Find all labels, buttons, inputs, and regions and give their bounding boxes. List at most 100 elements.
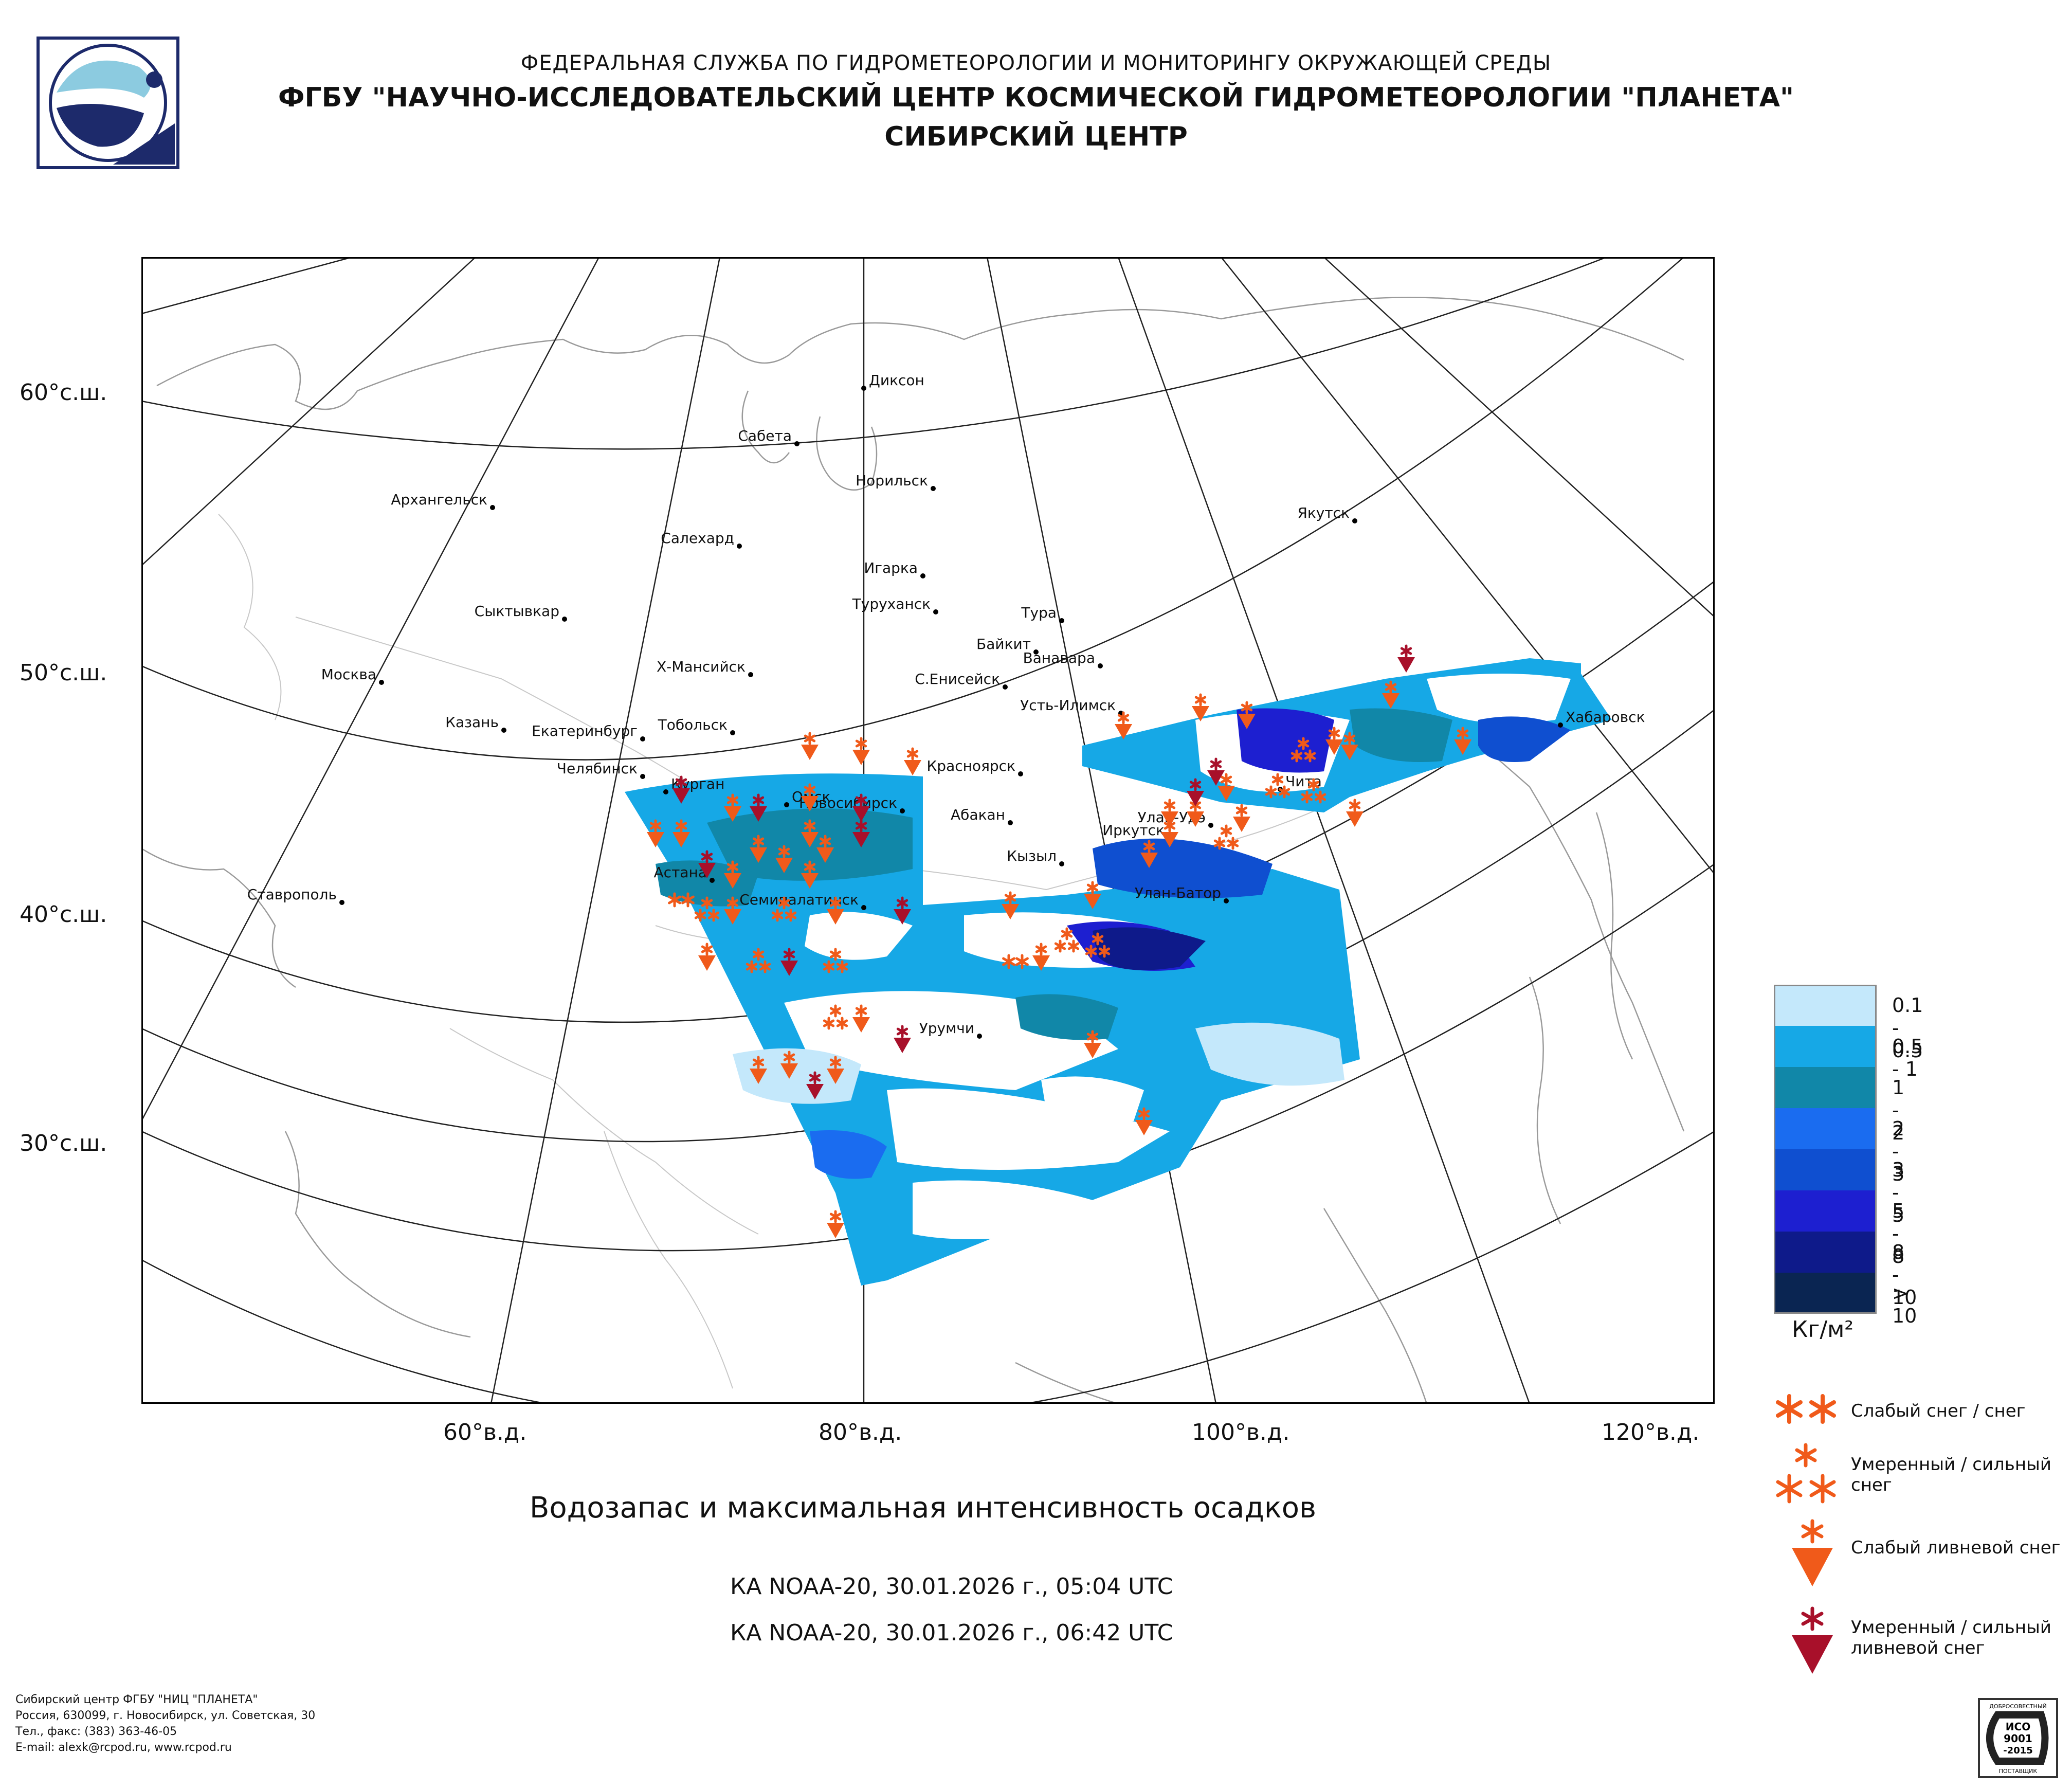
city-dot bbox=[640, 736, 645, 741]
light-shower-snow-icon bbox=[1115, 711, 1132, 739]
light-shower-snow-icon bbox=[1341, 732, 1358, 760]
light-shower-snow-icon bbox=[724, 860, 741, 889]
city-label: Абакан bbox=[951, 806, 1005, 823]
city-label: Усть-Илимск bbox=[1020, 697, 1116, 714]
city-label: Ванавара bbox=[1023, 649, 1095, 666]
heavy-shower-snow-icon bbox=[1397, 644, 1415, 673]
city-label: Игарка bbox=[864, 559, 918, 576]
city-label: Х-Мансийск bbox=[657, 658, 746, 675]
lon-label-120: 120°в.д. bbox=[1602, 1419, 1700, 1445]
lat-label-60: 60°с.ш. bbox=[20, 379, 107, 406]
legend-swatch bbox=[1774, 1232, 1877, 1273]
lon-label-60: 60°в.д. bbox=[443, 1419, 527, 1445]
svg-text:-2015: -2015 bbox=[2003, 1745, 2033, 1756]
city-dot bbox=[931, 486, 936, 491]
legend-heavy-shower-snow: Умеренный / сильный ливневой снег bbox=[1851, 1617, 2051, 1658]
light-shower-snow-icon bbox=[1161, 799, 1178, 827]
city-label: Сабета bbox=[738, 427, 792, 444]
legend-label: 2 - 3 bbox=[1892, 1117, 1905, 1185]
legend-label: 0.5 - 1 bbox=[1892, 1035, 1923, 1080]
svg-text:ДОБРОСОВЕСТНЫЙ: ДОБРОСОВЕСТНЫЙ bbox=[1989, 1703, 2047, 1710]
footer-line: Россия, 630099, г. Новосибирск, ул. Сове… bbox=[15, 1709, 316, 1722]
footer-line: Тел., факс: (383) 363-46-05 bbox=[15, 1725, 177, 1738]
city-dot bbox=[1059, 861, 1064, 866]
city-dot bbox=[1224, 898, 1229, 903]
city-label: Тобольск bbox=[658, 716, 728, 733]
city-dot bbox=[900, 808, 905, 813]
planeta-logo-icon bbox=[37, 37, 179, 169]
footer-line: E-mail: alexk@rcpod.ru, www.rcpod.ru bbox=[15, 1741, 232, 1754]
light-shower-snow-icon bbox=[904, 747, 921, 775]
city-label: Астана bbox=[654, 864, 707, 881]
pass-1: КА NOAA-20, 30.01.2026 г., 05:04 UTC bbox=[730, 1573, 1173, 1600]
heavy-snow-icon bbox=[1776, 1443, 1836, 1504]
lon-label-100: 100°в.д. bbox=[1192, 1419, 1290, 1445]
heavy-snow-icon bbox=[1291, 737, 1316, 763]
city-dot bbox=[784, 802, 789, 807]
light-shower-snow-icon bbox=[780, 1051, 798, 1079]
light-shower-snow-icon bbox=[1454, 727, 1471, 755]
legend-swatch bbox=[1774, 1067, 1877, 1108]
city-dot bbox=[1352, 518, 1357, 523]
light-shower-snow-icon bbox=[1002, 891, 1019, 919]
city-label: Екатеринбург bbox=[532, 722, 638, 739]
city-dot bbox=[1558, 722, 1563, 728]
light-shower-snow-icon bbox=[801, 783, 819, 811]
light-shower-snow-icon bbox=[1140, 840, 1158, 868]
city-label: Кызыл bbox=[1007, 847, 1057, 864]
city-dot bbox=[1059, 618, 1064, 623]
light-shower-snow-icon bbox=[1382, 680, 1399, 709]
city-dot bbox=[1008, 820, 1013, 825]
heavy-shower-snow-icon bbox=[852, 819, 870, 847]
precipitation-map: Диксон Сабета Норильск Архангельск Салехард И… bbox=[141, 257, 1715, 1404]
heavy-shower-snow-icon bbox=[852, 793, 870, 822]
city-dot bbox=[663, 789, 668, 794]
legend-swatch bbox=[1774, 1026, 1877, 1067]
light-shower-snow-icon bbox=[827, 1210, 844, 1238]
city-label: Салехард bbox=[661, 530, 734, 547]
heavy-shower-snow-icon bbox=[673, 775, 690, 804]
city-dot bbox=[710, 878, 715, 883]
city-dot bbox=[1003, 684, 1008, 690]
heavy-shower-snow-icon bbox=[1187, 778, 1204, 806]
city-dot bbox=[1098, 663, 1103, 668]
heavy-shower-snow-icon bbox=[698, 850, 716, 878]
legend-light-snow: Слабый снег / снег bbox=[1851, 1401, 2026, 1421]
city-label: Урумчи bbox=[919, 1020, 974, 1037]
light-shower-snow-icon bbox=[698, 943, 716, 971]
light-shower-snow-icon bbox=[827, 896, 844, 925]
city-label: Сыктывкар bbox=[475, 603, 559, 620]
city-dot bbox=[501, 728, 506, 733]
city-label: Красноярск bbox=[926, 757, 1015, 774]
heavy-snow-icon bbox=[1085, 932, 1111, 958]
city-label: Диксон bbox=[869, 372, 924, 389]
light-shower-snow-icon bbox=[1346, 799, 1364, 827]
legend-label: 5 - 8 bbox=[1892, 1200, 1905, 1268]
city-label: Улан-Батор bbox=[1135, 884, 1221, 901]
legend-label: > 10 bbox=[1892, 1282, 1917, 1327]
light-shower-snow-icon bbox=[852, 1004, 870, 1033]
city-dot bbox=[1208, 823, 1213, 828]
light-shower-snow-icon bbox=[775, 845, 793, 873]
light-shower-snow-icon bbox=[1192, 693, 1209, 721]
heavy-snow-icon bbox=[1301, 778, 1326, 804]
legend-label: 8 - 10 bbox=[1892, 1241, 1917, 1309]
city-dot bbox=[379, 680, 384, 685]
city-dot bbox=[737, 544, 742, 549]
legend-label: 3 - 5 bbox=[1892, 1159, 1905, 1226]
light-shower-snow-icon bbox=[1792, 1519, 1833, 1586]
iso-certificate-icon: ДОБРОСОВЕСТНЫЙ ИСО 9001 -2015 ПОСТАВЩИК bbox=[1978, 1698, 2058, 1778]
city-label: Челябинск bbox=[557, 760, 638, 777]
precip-symbols bbox=[647, 644, 1471, 1238]
light-shower-snow-icon bbox=[801, 732, 819, 760]
map-title: Водозапас и максимальная интенсивность о… bbox=[530, 1491, 1316, 1525]
city-label: Туруханск bbox=[852, 595, 931, 612]
light-shower-snow-icon bbox=[1084, 881, 1101, 909]
city-label: Иркутск bbox=[1102, 822, 1165, 839]
city-label: Якутск bbox=[1297, 504, 1350, 521]
light-snow-icon bbox=[1776, 1394, 1836, 1424]
city-label: Казань bbox=[445, 714, 499, 731]
legend-label: 1 - 2 bbox=[1892, 1076, 1905, 1144]
legend-swatch bbox=[1774, 1273, 1877, 1314]
heavy-snow-icon bbox=[1213, 824, 1239, 850]
